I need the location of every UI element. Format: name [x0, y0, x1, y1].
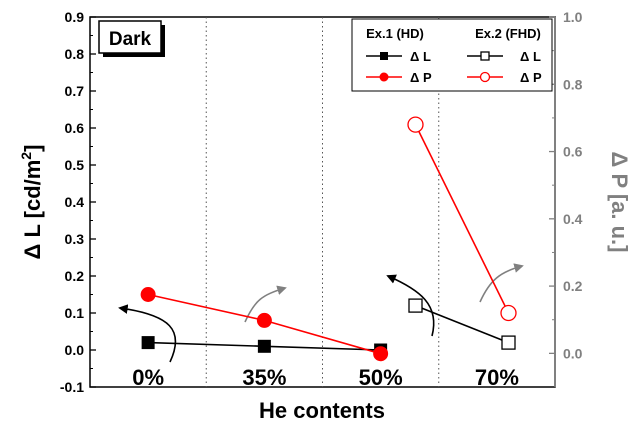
condition-label-box [98, 20, 162, 54]
data-point [140, 287, 156, 302]
left-tick-label: 0.7 [65, 83, 85, 99]
left-tick-label: 0.4 [65, 194, 85, 210]
y-axis-label-left: Δ L [cd/m2] [18, 145, 45, 260]
data-point [500, 304, 517, 322]
trend-arrow [118, 304, 177, 363]
condition-label: Dark [109, 29, 152, 50]
data-point [373, 346, 389, 362]
category-separators [205, 17, 440, 387]
x-axis-label: He contents [259, 398, 385, 423]
left-tick-label: 0.9 [65, 9, 85, 25]
data-point [256, 312, 272, 328]
right-tick-label: 1.0 [563, 9, 583, 25]
legend-ex1-dp-label: Δ P [410, 70, 432, 85]
category-label: 50% [359, 365, 403, 390]
left-tick-label: 0.2 [65, 268, 85, 284]
data-point [501, 335, 516, 350]
trend-arrow [479, 263, 524, 303]
series-line [414, 124, 510, 314]
legend-group1-title: Ex.1 (HD) [366, 26, 424, 41]
category-label: 70% [475, 365, 519, 390]
y-axis-label-right: Δ P [a. u.] [607, 152, 632, 253]
category-label: 0% [132, 365, 164, 390]
left-tick-label: 0.1 [65, 305, 85, 321]
right-tick-label: 0.4 [563, 211, 583, 227]
legend-ex2-dp-label: Δ P [520, 70, 542, 85]
category-label: 35% [242, 365, 286, 390]
trend-arrow [386, 274, 435, 337]
data-point [257, 339, 271, 353]
data-point [407, 116, 424, 133]
legend-ex2-dl-marker [480, 51, 490, 61]
category-labels: 0% 35% 50% 70% [132, 365, 519, 390]
series-group [140, 116, 517, 362]
left-tick-label: 0.5 [65, 157, 85, 173]
legend-ex1-dl-marker [380, 52, 388, 60]
right-axis: 0.0 0.2 0.4 0.6 0.8 1.0 [549, 9, 583, 387]
right-tick-label: 0.2 [563, 278, 583, 294]
series-line [415, 304, 509, 344]
legend-group2-title: Ex.2 (FHD) [475, 26, 541, 41]
left-tick-label: -0.1 [60, 379, 84, 395]
left-tick-label: 0.6 [65, 120, 85, 136]
legend-ex2-dl-label: Δ L [520, 49, 541, 64]
legend-ex1-dl-label: Δ L [410, 49, 431, 64]
left-tick-label: 0.0 [65, 342, 85, 358]
left-axis: -0.1 0.0 0.1 0.2 0.3 0.4 0.5 0.6 0.7 0.8 0.9 [60, 9, 96, 395]
legend-ex2-dp-marker [479, 71, 491, 83]
left-tick-label: 0.8 [65, 46, 85, 62]
right-tick-label: 0.8 [563, 76, 583, 92]
legend: Ex.1 (HD) Ex.2 (FHD) Δ L Δ L Δ P Δ P [351, 18, 553, 92]
right-tick-label: 0.0 [563, 345, 583, 361]
data-point [408, 298, 423, 313]
trend-arrows [118, 263, 524, 363]
right-tick-label: 0.6 [563, 144, 583, 160]
data-point [141, 336, 155, 350]
left-tick-label: 0.3 [65, 231, 85, 247]
legend-ex1-dp-marker [379, 72, 389, 82]
